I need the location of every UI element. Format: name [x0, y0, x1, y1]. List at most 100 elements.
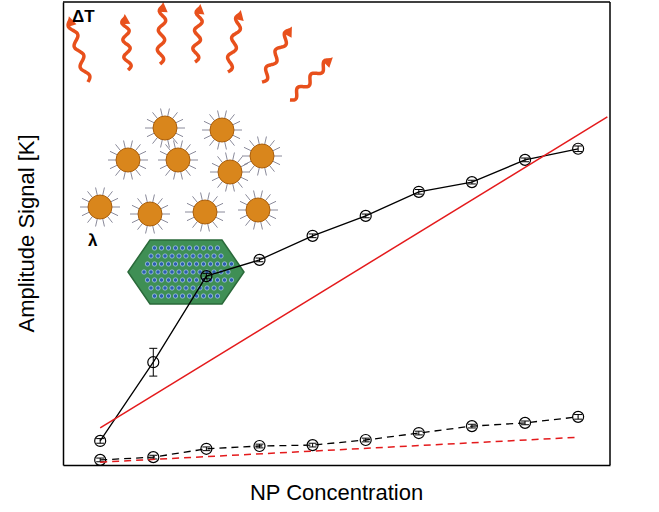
ligand	[273, 161, 280, 164]
ligand	[185, 169, 190, 175]
marker	[254, 254, 265, 265]
ligand	[116, 144, 121, 150]
axis-line	[64, 465, 611, 467]
heat-wave	[262, 30, 290, 82]
chip-dot	[180, 278, 184, 282]
marker	[148, 357, 159, 368]
error-bar-stem	[259, 258, 260, 262]
chip-dot	[215, 246, 219, 250]
ligand	[96, 219, 98, 227]
ligand	[233, 153, 235, 161]
nanoparticle	[202, 111, 242, 150]
nanoparticle	[242, 137, 282, 176]
marker	[520, 417, 531, 428]
nanoparticle	[130, 195, 170, 234]
ligand	[103, 219, 105, 227]
nanoparticle	[238, 191, 278, 230]
chip-dot	[180, 262, 184, 266]
error-bar-cap	[202, 446, 210, 447]
ligand	[168, 140, 170, 148]
ligand	[96, 188, 98, 196]
chip-dot	[173, 278, 177, 282]
ligand	[111, 212, 118, 215]
marker	[95, 435, 106, 446]
inset-illustration	[67, 2, 333, 304]
marker	[254, 441, 265, 452]
heat-wave-head	[158, 2, 168, 12]
ligand	[166, 169, 171, 175]
error-bar-cap	[202, 273, 210, 274]
error-bar-cap	[309, 233, 317, 234]
chip-dot	[166, 294, 170, 298]
x-axis	[64, 465, 611, 466]
ligand	[189, 151, 196, 154]
ligand	[212, 163, 219, 166]
ligand	[185, 212, 193, 213]
y-axis-title: Amplitude Signal [K]	[14, 134, 39, 332]
error-bar-stem	[365, 438, 366, 442]
chip-dot	[173, 262, 177, 266]
ligand	[82, 198, 89, 201]
chip-dot	[191, 270, 195, 274]
error-bar	[255, 258, 263, 262]
particle-core	[166, 148, 190, 172]
chip-dot	[163, 286, 167, 290]
ligand	[111, 198, 118, 201]
chip-dot	[166, 262, 170, 266]
ligand	[229, 114, 234, 120]
ligand	[193, 196, 198, 202]
plot-area	[95, 117, 608, 465]
particle-core	[210, 118, 234, 142]
error-bar	[149, 348, 157, 376]
chip-dot	[198, 254, 202, 258]
ligand	[88, 216, 93, 222]
error-bar	[415, 431, 423, 435]
ligand	[153, 195, 155, 203]
error-bar-cap	[468, 183, 476, 184]
ligand	[244, 147, 251, 150]
heat-wave	[290, 60, 330, 100]
chip-dot	[177, 270, 181, 274]
particle-core	[250, 144, 274, 168]
annotation: ΔT	[72, 7, 95, 26]
chip	[128, 240, 244, 304]
annotation: λ	[88, 231, 98, 250]
chip-dot	[215, 262, 219, 266]
error-bar-cap	[415, 194, 423, 195]
error-bar	[415, 190, 423, 195]
ligand	[242, 172, 250, 173]
chip-dot	[222, 262, 226, 266]
chip-dot	[205, 286, 209, 290]
chip-dot	[166, 246, 170, 250]
error-bar-cap	[574, 419, 582, 420]
error-bar-stem	[525, 421, 526, 425]
ligand	[218, 111, 220, 119]
ligand	[161, 140, 163, 148]
ligand	[160, 151, 167, 154]
ligand	[161, 109, 163, 117]
chip-dot	[219, 254, 223, 258]
marker	[360, 210, 371, 221]
ligand	[274, 156, 282, 157]
ligand	[218, 156, 223, 162]
chip-dot	[187, 246, 191, 250]
particle-core	[193, 200, 217, 224]
error-bar-cap	[202, 450, 210, 451]
nanoparticle	[80, 188, 120, 227]
ligand	[174, 141, 176, 149]
ligand	[242, 156, 250, 157]
chip-dot	[212, 254, 216, 258]
nanoparticle	[210, 153, 250, 192]
ligand	[225, 142, 227, 150]
ligand	[153, 137, 158, 143]
ligand	[237, 181, 242, 187]
ligand	[135, 144, 140, 150]
ligand	[185, 144, 190, 150]
error-bar-cap	[96, 458, 104, 459]
ligand	[135, 169, 140, 175]
chip-dot	[201, 294, 205, 298]
chip-dot	[180, 246, 184, 250]
chip-dot	[187, 278, 191, 282]
heat-wave	[122, 18, 131, 70]
ligand	[172, 112, 177, 118]
